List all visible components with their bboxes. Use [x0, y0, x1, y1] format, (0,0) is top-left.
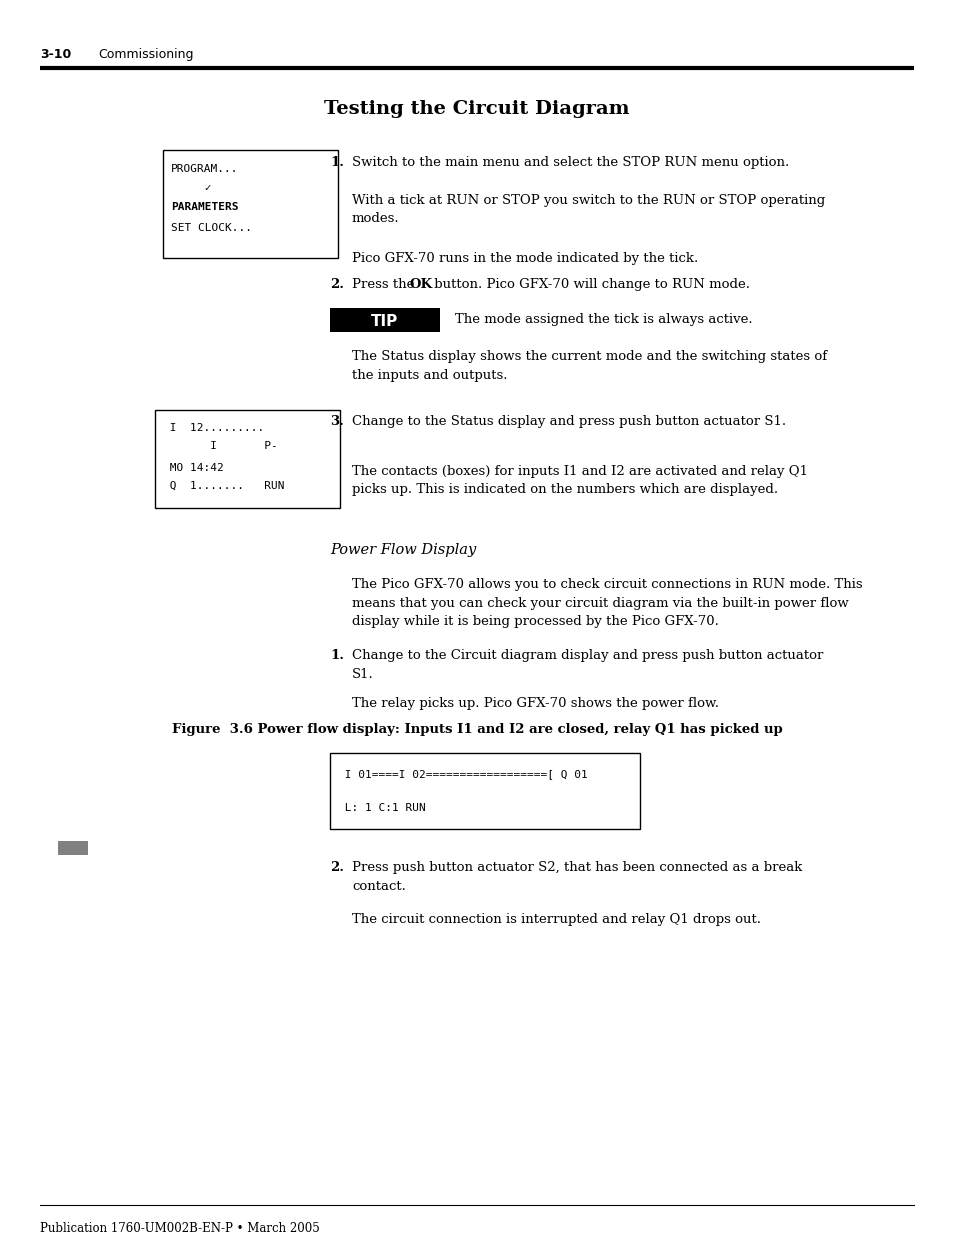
- Text: Change to the Status display and press push button actuator S1.: Change to the Status display and press p…: [352, 415, 785, 429]
- Text: I       P-: I P-: [163, 441, 277, 451]
- Text: Q  1.......   RUN: Q 1....... RUN: [163, 480, 284, 492]
- Bar: [330, 753, 639, 829]
- Text: Press push button actuator S2, that has been connected as a break
contact.: Press push button actuator S2, that has …: [352, 861, 801, 893]
- Text: The mode assigned the tick is always active.: The mode assigned the tick is always act…: [455, 312, 752, 326]
- Text: ✓: ✓: [171, 183, 212, 193]
- Text: OK: OK: [410, 278, 433, 291]
- Text: PARAMETERS: PARAMETERS: [171, 203, 238, 212]
- Text: TIP: TIP: [371, 314, 398, 329]
- Text: PROGRAM...: PROGRAM...: [171, 164, 238, 174]
- Bar: [330, 308, 439, 332]
- Text: Change to the Circuit diagram display and press push button actuator
S1.: Change to the Circuit diagram display an…: [352, 650, 822, 680]
- Text: The Pico GFX-70 allows you to check circuit connections in RUN mode. This
means : The Pico GFX-70 allows you to check circ…: [352, 578, 862, 629]
- Text: Press the: Press the: [352, 278, 418, 291]
- Text: button. Pico GFX-70 will change to RUN mode.: button. Pico GFX-70 will change to RUN m…: [430, 278, 749, 291]
- Text: With a tick at RUN or STOP you switch to the RUN or STOP operating
modes.: With a tick at RUN or STOP you switch to…: [352, 194, 824, 226]
- Bar: [163, 149, 337, 258]
- Text: I 01====I 02==================[ Q 01: I 01====I 02==================[ Q 01: [337, 769, 587, 779]
- Text: The Status display shows the current mode and the switching states of
the inputs: The Status display shows the current mod…: [352, 350, 826, 382]
- Bar: [58, 841, 88, 855]
- Text: I  12.........: I 12.........: [163, 424, 264, 433]
- Text: The relay picks up. Pico GFX-70 shows the power flow.: The relay picks up. Pico GFX-70 shows th…: [352, 697, 719, 710]
- Text: 3-10: 3-10: [40, 48, 71, 61]
- Bar: [154, 410, 339, 508]
- Text: 2.: 2.: [330, 278, 344, 291]
- Text: L: 1 C:1 RUN: L: 1 C:1 RUN: [337, 803, 425, 813]
- Text: Testing the Circuit Diagram: Testing the Circuit Diagram: [324, 100, 629, 119]
- Text: The contacts (boxes) for inputs I1 and I2 are activated and relay Q1
picks up. T: The contacts (boxes) for inputs I1 and I…: [352, 466, 807, 496]
- Text: 3.: 3.: [330, 415, 343, 429]
- Text: 1.: 1.: [330, 650, 344, 662]
- Text: SET CLOCK...: SET CLOCK...: [171, 224, 252, 233]
- Text: Figure  3.6 Power flow display: Inputs I1 and I2 are closed, relay Q1 has picked: Figure 3.6 Power flow display: Inputs I1…: [172, 722, 781, 736]
- Text: Pico GFX-70 runs in the mode indicated by the tick.: Pico GFX-70 runs in the mode indicated b…: [352, 252, 698, 266]
- Text: MO 14:42: MO 14:42: [163, 463, 224, 473]
- Text: Publication 1760-UM002B-EN-P • March 2005: Publication 1760-UM002B-EN-P • March 200…: [40, 1221, 319, 1235]
- Text: The circuit connection is interrupted and relay Q1 drops out.: The circuit connection is interrupted an…: [352, 913, 760, 926]
- Text: 1.: 1.: [330, 156, 344, 169]
- Text: Switch to the main menu and select the STOP RUN menu option.: Switch to the main menu and select the S…: [352, 156, 788, 169]
- Text: 2.: 2.: [330, 861, 344, 874]
- Text: Commissioning: Commissioning: [98, 48, 193, 61]
- Text: Power Flow Display: Power Flow Display: [330, 543, 476, 557]
